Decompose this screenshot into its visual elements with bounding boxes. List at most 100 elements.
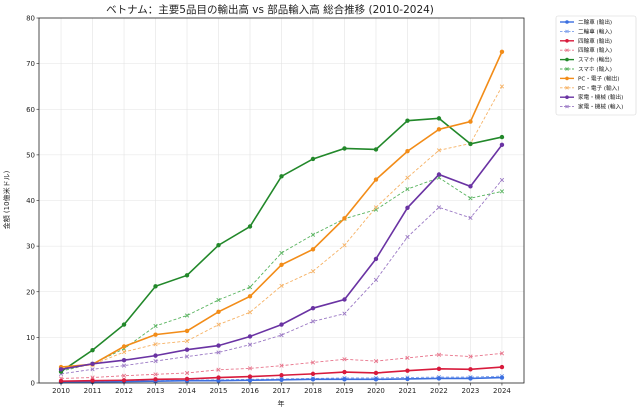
data-point	[436, 127, 442, 132]
data-point	[279, 332, 284, 338]
data-point	[153, 332, 158, 337]
series-3	[58, 351, 505, 381]
data-point	[121, 357, 127, 363]
data-point	[279, 283, 284, 288]
data-point	[216, 343, 221, 348]
legend-item: スマホ (輸出)	[560, 56, 612, 64]
data-point	[153, 353, 158, 358]
data-point	[436, 205, 442, 210]
x-tick-label: 2017	[273, 387, 291, 395]
data-point	[342, 243, 347, 248]
data-point	[468, 119, 473, 124]
legend-label: スマホ (輸出)	[578, 56, 612, 64]
y-tick-label: 20	[26, 288, 35, 296]
data-point	[58, 367, 64, 372]
data-point	[90, 378, 95, 383]
legend-marker	[565, 85, 569, 90]
x-tick-label: 2013	[147, 387, 165, 395]
y-tick-label: 0	[31, 380, 35, 388]
data-point	[405, 355, 410, 361]
data-point	[216, 378, 221, 383]
x-axis-label: 年	[278, 399, 285, 408]
data-point	[216, 243, 221, 248]
data-point	[184, 273, 190, 278]
data-point	[342, 146, 347, 151]
data-point	[436, 116, 442, 121]
data-point	[90, 347, 95, 353]
data-point	[153, 323, 158, 329]
series-line	[60, 177, 503, 372]
data-point	[310, 247, 316, 252]
data-point	[216, 367, 221, 372]
legend-marker	[565, 20, 569, 24]
legend-marker	[565, 67, 569, 71]
legend-label: 四輪車 (輸入)	[578, 46, 612, 54]
data-point	[58, 378, 64, 384]
data-point	[405, 234, 410, 240]
legend-label: PC・電子 (輸出)	[578, 74, 619, 82]
y-tick-label: 10	[26, 334, 35, 342]
data-point	[373, 277, 379, 283]
chart-title: ベトナム：主要5品目の輸出高 vs 部品輸入高 総合推移 (2010-2024)	[106, 3, 434, 16]
data-point	[247, 334, 253, 339]
data-point	[468, 141, 473, 147]
data-point	[405, 175, 410, 180]
data-point	[405, 186, 410, 192]
data-point	[310, 305, 316, 311]
data-point	[468, 184, 473, 189]
data-point	[153, 358, 158, 364]
data-point	[310, 371, 316, 377]
data-point	[216, 322, 221, 327]
data-point	[499, 364, 505, 370]
data-point	[90, 361, 95, 367]
y-tick-label: 70	[26, 60, 35, 68]
data-point	[342, 216, 347, 221]
data-point	[342, 377, 347, 382]
data-point	[405, 376, 410, 382]
x-tick-label: 2020	[367, 387, 385, 395]
y-tick-label: 50	[26, 151, 35, 159]
series-layer	[58, 49, 505, 385]
data-point	[279, 262, 284, 268]
data-point	[121, 373, 127, 378]
data-point	[310, 156, 316, 162]
data-point	[279, 373, 284, 378]
legend-marker	[565, 48, 569, 53]
data-point	[499, 351, 505, 356]
data-point	[436, 366, 442, 372]
data-point	[468, 215, 473, 220]
data-point	[184, 376, 190, 382]
data-point	[121, 363, 127, 368]
data-point	[342, 311, 347, 316]
data-point	[373, 177, 379, 182]
legend-marker	[565, 104, 569, 109]
data-point	[121, 378, 127, 383]
legend-label: 四輪車 (輸出)	[578, 37, 612, 45]
data-point	[216, 297, 221, 303]
data-point	[153, 342, 158, 347]
legend-label: 家電・機械 (輸出)	[578, 93, 623, 101]
data-point	[216, 309, 221, 315]
data-point	[247, 342, 253, 347]
data-point	[499, 134, 505, 140]
legend-label: PC・電子 (輸入)	[578, 84, 619, 92]
data-point	[342, 357, 347, 362]
x-tick-label: 2021	[399, 387, 417, 395]
legend-marker	[565, 29, 569, 34]
x-tick-label: 2016	[241, 387, 259, 395]
data-point	[436, 376, 442, 381]
data-point	[373, 377, 379, 382]
data-point	[279, 363, 284, 368]
legend-label: 二輪車 (輸出)	[578, 18, 612, 26]
x-tick-label: 2022	[430, 387, 448, 395]
data-point	[468, 354, 473, 359]
x-tick-label: 2024	[493, 387, 511, 395]
x-tick-label: 2014	[178, 387, 196, 395]
data-point	[499, 189, 505, 194]
x-tick-label: 2015	[210, 387, 228, 395]
data-point	[405, 149, 410, 154]
legend-box	[555, 15, 637, 116]
data-point	[436, 148, 442, 153]
legend-label: 二輪車 (輸入)	[578, 27, 612, 35]
